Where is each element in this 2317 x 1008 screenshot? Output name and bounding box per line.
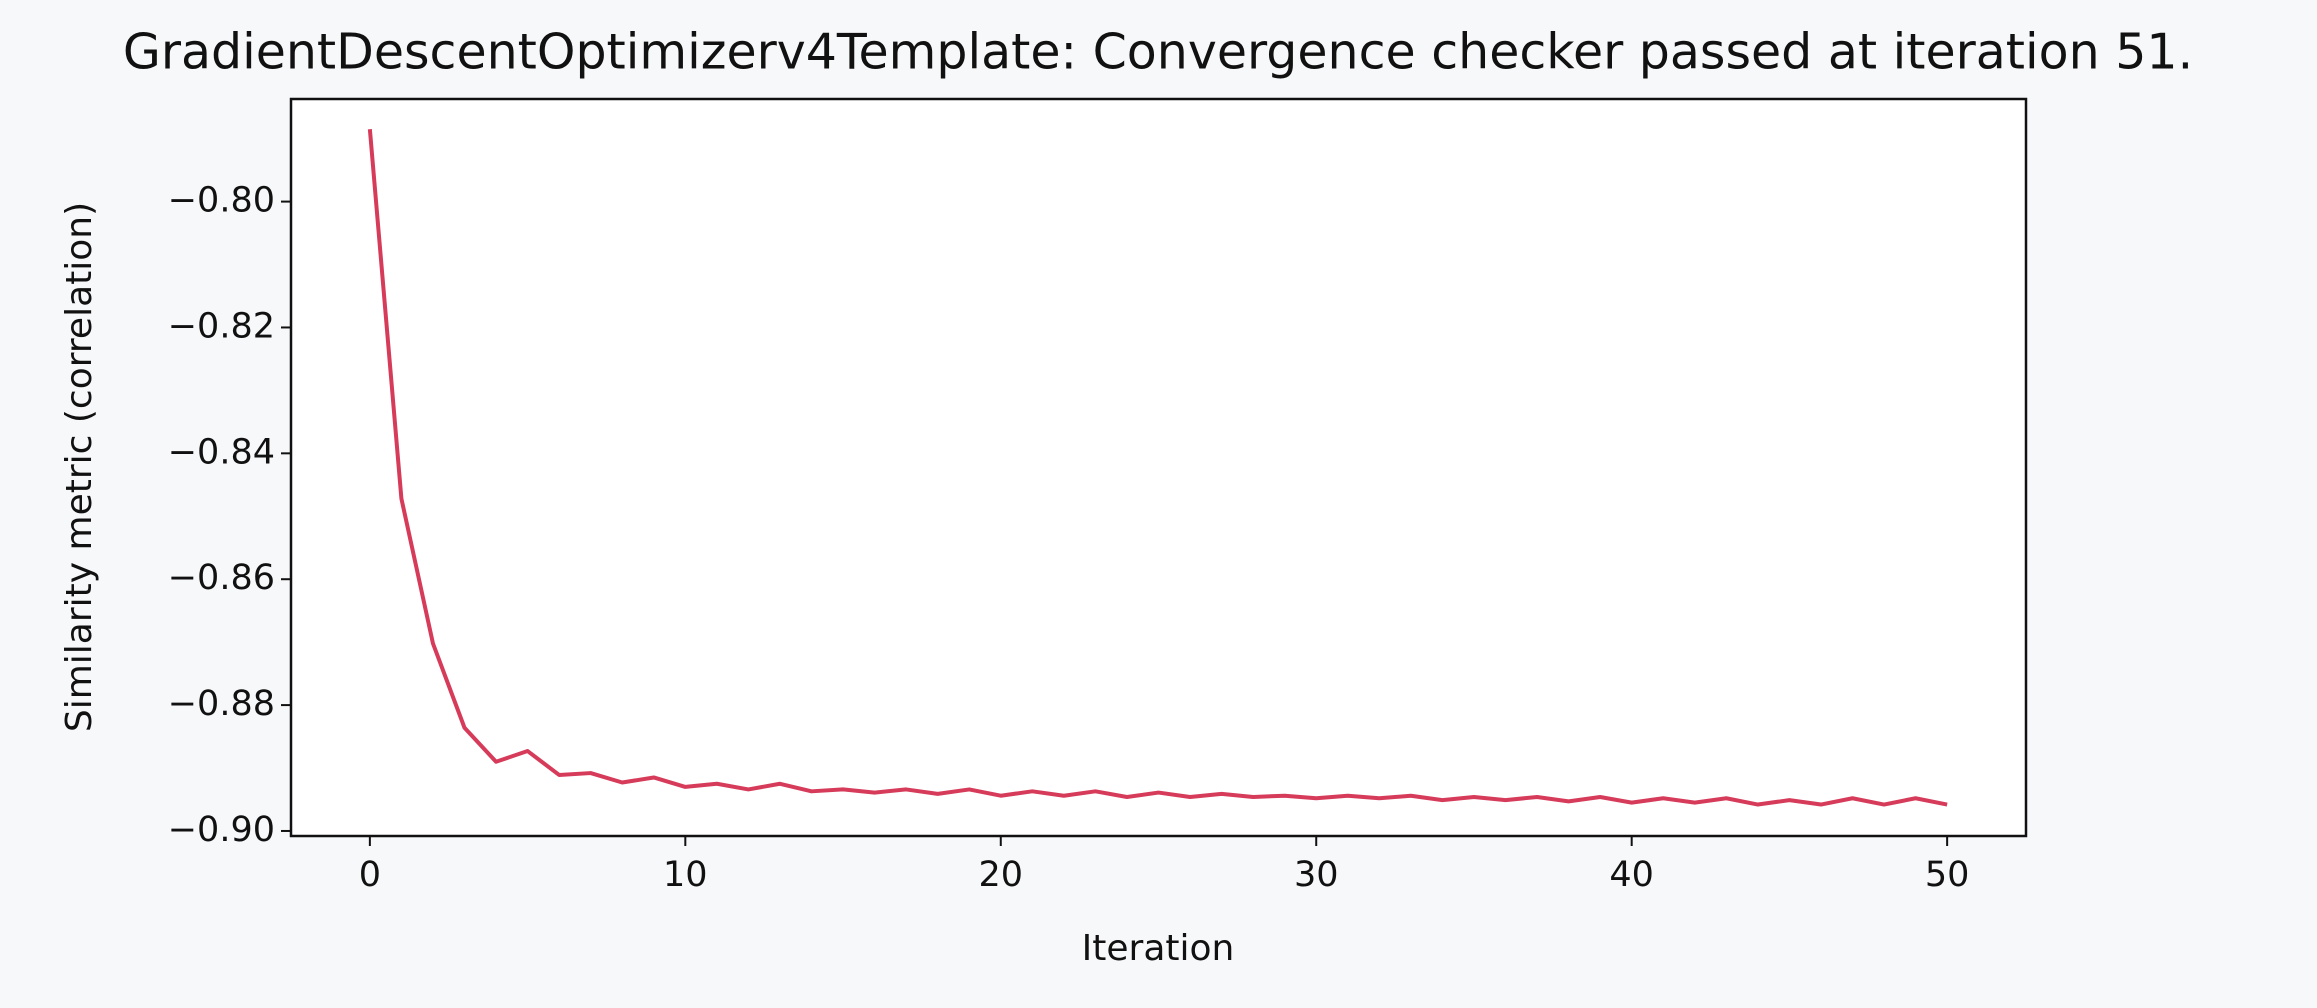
y-tick-label: −0.82	[168, 306, 275, 346]
x-tick-label: 20	[978, 855, 1023, 895]
y-axis-label: Similarity metric (correlation)	[59, 202, 100, 732]
y-tick-label: −0.88	[168, 684, 275, 724]
y-tick-label: −0.86	[168, 558, 275, 598]
x-tick-label: 10	[663, 855, 708, 895]
plot-frame	[289, 97, 2028, 838]
x-tick-label: 30	[1294, 855, 1339, 895]
y-tick-label: −0.90	[168, 810, 275, 850]
x-tick-label: 40	[1609, 855, 1654, 895]
plot-area	[291, 99, 2026, 836]
x-tick-label: 0	[359, 855, 381, 895]
y-tick-label: −0.80	[168, 181, 275, 221]
x-tick-label: 50	[1925, 855, 1970, 895]
y-tick-label: −0.84	[168, 432, 275, 472]
x-axis-label: Iteration	[1082, 928, 1235, 969]
chart-title: GradientDescentOptimizerv4Template: Conv…	[123, 24, 2193, 81]
line	[367, 129, 1948, 807]
